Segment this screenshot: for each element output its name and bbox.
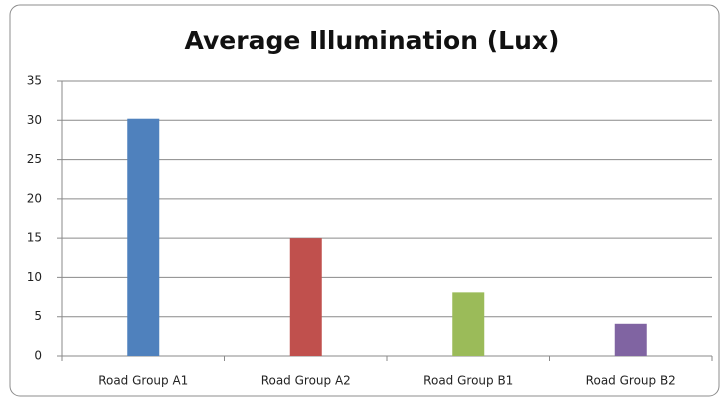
x-tick-label: Road Group A1: [98, 374, 188, 388]
y-tick-label: 5: [34, 309, 42, 323]
y-tick-label: 30: [27, 113, 42, 127]
y-tick-label: 20: [27, 191, 42, 205]
x-tick-label: Road Group A2: [261, 374, 351, 388]
y-tick-label: 35: [27, 74, 42, 88]
bar: [452, 292, 485, 356]
bar: [289, 238, 322, 356]
bar: [614, 323, 647, 356]
x-tick-label: Road Group B1: [423, 374, 513, 388]
bar: [127, 118, 160, 356]
x-tick-label: Road Group B2: [586, 374, 676, 388]
y-tick-label: 10: [27, 270, 42, 284]
y-tick-label: 15: [27, 231, 42, 245]
y-tick-label: 0: [34, 349, 42, 363]
y-tick-label: 25: [27, 152, 42, 166]
chart-frame: [9, 4, 720, 397]
chart-title: Average Illumination (Lux): [185, 26, 560, 55]
